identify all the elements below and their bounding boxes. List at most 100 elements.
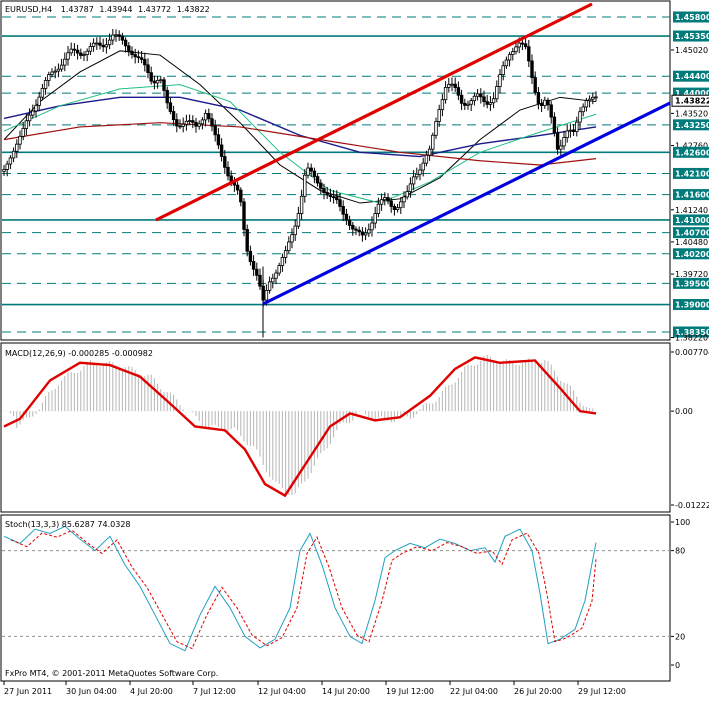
candle-body (587, 98, 592, 102)
level-tag-label: 1.44400 (675, 72, 709, 81)
candle-body (395, 207, 400, 211)
macd-histogram (3, 354, 597, 495)
candle-body (559, 145, 563, 150)
candle-body (191, 120, 195, 123)
candle-body (392, 205, 397, 211)
candle-body (399, 201, 403, 209)
candle-body (280, 256, 285, 266)
candle-body (248, 250, 253, 262)
level-tag-label: 1.45800 (675, 13, 709, 22)
candle-body (303, 174, 307, 197)
candle-body (287, 241, 291, 252)
candle-body (194, 121, 198, 127)
candle-body (242, 201, 246, 230)
time-tick-label: 4 Jul 20:00 (130, 687, 173, 696)
candle-body (555, 132, 560, 150)
time-tick-label: 27 Jun 2011 (4, 687, 52, 696)
candle-body (351, 224, 355, 230)
candle-body (344, 213, 349, 221)
candle-body (95, 42, 99, 45)
channel-lower-line[interactable] (262, 101, 671, 306)
candle-body (552, 116, 557, 134)
candle-body (443, 86, 448, 101)
time-axis: 27 Jun 2011 30 Jun 04:00 4 Jul 20:00 7 Jul … (3, 681, 626, 696)
level-tag-label: 1.41600 (675, 191, 709, 200)
candle-body (159, 79, 163, 82)
candle-body (34, 104, 38, 112)
stoch-tick-label: 80 (675, 547, 685, 556)
candle-body (383, 197, 387, 201)
candle-body (546, 99, 550, 106)
candle-body (319, 182, 323, 189)
price-axis: 1.45800 1.45350 1.45020 1.44400 1.44000 1.435… (671, 11, 709, 342)
candle-body (15, 143, 19, 152)
level-tag (673, 248, 709, 260)
candle-body (549, 104, 553, 118)
candle-body (507, 54, 512, 61)
candle-body (264, 290, 269, 301)
level-tag (673, 167, 709, 179)
level-tag (673, 299, 709, 311)
candle-body (56, 68, 61, 72)
candle-body (571, 129, 576, 132)
stoch-tick-label: 100 (675, 518, 690, 527)
candle-body (155, 80, 160, 84)
candle-body (207, 113, 211, 120)
candle-body (143, 59, 147, 66)
candle-body (360, 231, 365, 236)
candle-body (511, 51, 515, 55)
level-tag-label: 1.43250 (675, 121, 709, 130)
candle-body (325, 192, 329, 196)
candle-body (133, 54, 137, 58)
candle-body (453, 83, 457, 88)
macd-tick-label: 0.007704 (675, 348, 709, 357)
candle-body (363, 232, 368, 236)
candle-body (283, 250, 288, 258)
candle-body (357, 229, 361, 233)
candle-body (514, 46, 518, 53)
level-tag (673, 326, 709, 338)
candle-body (536, 92, 541, 104)
candle-body (520, 42, 525, 45)
candle-body (408, 183, 413, 193)
candle-body (591, 96, 595, 100)
macd-tick-label: 0.00 (675, 407, 693, 416)
candle-body (149, 72, 153, 82)
candle-body (175, 119, 179, 127)
level-tag-label: 1.45350 (675, 32, 709, 41)
ma-black-line (3, 50, 597, 204)
candle-body (277, 265, 281, 274)
candle-body (53, 70, 57, 73)
trend-channel[interactable] (155, 2, 671, 306)
candle-body (136, 56, 141, 59)
candle-body (581, 106, 585, 113)
candle-body (223, 156, 227, 168)
stoch-signal-line (10, 529, 597, 650)
candle-body (91, 42, 96, 47)
horizontal-levels (2, 16, 670, 333)
ma-maroon-line (3, 122, 597, 166)
candle-body (11, 150, 16, 159)
channel-upper-line[interactable] (155, 2, 593, 222)
candle-body (31, 110, 35, 116)
time-tick-label: 30 Jun 04:00 (66, 687, 117, 696)
candle-body (184, 120, 189, 125)
candle-body (69, 48, 73, 54)
candle-body (312, 170, 317, 177)
level-tag (673, 30, 709, 42)
candle-body (139, 57, 144, 60)
candle-body (171, 111, 176, 121)
candle-body (72, 48, 77, 51)
candle-body (114, 34, 118, 37)
candle-body (255, 268, 259, 276)
candle-body (274, 272, 278, 279)
candle-body (379, 199, 384, 205)
time-tick-label: 26 Jul 20:00 (514, 687, 562, 696)
candle-body (152, 80, 157, 84)
candle-body (527, 46, 531, 62)
candle-body (235, 184, 240, 191)
candle-body (482, 96, 486, 103)
level-tag-label: 1.40700 (675, 229, 709, 238)
